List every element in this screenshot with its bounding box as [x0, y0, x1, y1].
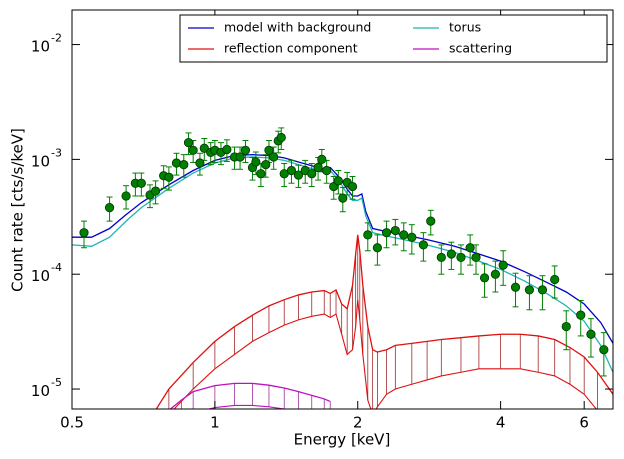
data-point	[256, 169, 266, 179]
series-lower-line	[206, 404, 287, 409]
data-point	[150, 186, 161, 196]
data-point	[164, 172, 174, 182]
legend-box	[179, 14, 608, 63]
data-point	[426, 216, 436, 226]
data-point	[261, 160, 271, 170]
x-tick-label: 1	[210, 414, 220, 432]
x-tick-label: 0.5	[60, 414, 84, 432]
y-tick-exponent: -3	[51, 146, 62, 159]
data-point	[195, 158, 205, 168]
y-tick-label: 10	[31, 37, 50, 55]
x-tick-label: 4	[496, 414, 506, 432]
data-point	[313, 162, 323, 173]
data-point	[104, 203, 115, 213]
data-point	[471, 252, 481, 263]
data-point	[599, 345, 609, 355]
data-point	[183, 138, 194, 148]
x-tick-label: 2	[353, 414, 363, 432]
data-point	[317, 154, 327, 164]
data-point	[333, 176, 343, 186]
data-point	[550, 274, 560, 285]
data-point	[235, 152, 245, 162]
data-point	[418, 240, 428, 250]
series-line	[72, 156, 613, 373]
data-point	[121, 191, 131, 201]
series-line	[169, 382, 331, 409]
x-axis-label: Energy [keV]	[294, 431, 391, 449]
data-point	[381, 228, 392, 238]
data-point	[456, 252, 466, 263]
data-point	[372, 243, 382, 253]
y-tick-label: 10	[31, 382, 50, 400]
data-point	[576, 310, 586, 320]
y-tick-exponent: -2	[51, 32, 62, 45]
data-point	[322, 165, 332, 176]
legend-label: torus	[449, 20, 481, 35]
legend-label: model with background	[224, 20, 371, 35]
data-point	[338, 193, 348, 203]
data-point	[136, 178, 146, 188]
x-tick-label: 6	[579, 414, 589, 432]
data-point	[436, 252, 446, 263]
y-tick-label: 10	[31, 267, 50, 285]
legend-label: reflection component	[224, 41, 358, 56]
data-point	[199, 143, 209, 153]
data-point	[276, 132, 286, 143]
data-point	[446, 249, 456, 259]
data-point	[347, 181, 358, 192]
y-tick-base: 10	[31, 152, 50, 170]
frame	[71, 9, 614, 410]
y-axis-label: Count rate [cts/s/keV]	[9, 128, 27, 292]
data-point	[498, 260, 508, 270]
data-point	[79, 228, 89, 238]
data-point	[465, 243, 475, 253]
legend: model with background torus reflection com…	[179, 14, 608, 63]
y-tick-exponent: -4	[51, 261, 62, 274]
data-point	[490, 269, 500, 279]
data-point	[251, 157, 261, 167]
data-point	[510, 282, 521, 292]
data-point	[586, 329, 596, 339]
data-point	[479, 273, 490, 283]
y-tick-base: 10	[31, 382, 50, 400]
y-tick-label: 10	[31, 152, 50, 170]
data-point	[537, 285, 548, 295]
data-point	[293, 170, 304, 180]
data-point	[399, 230, 409, 240]
series-line	[155, 234, 613, 409]
y-tick-base: 10	[31, 267, 50, 285]
data-point	[264, 145, 274, 155]
data-point	[188, 145, 198, 155]
data-point	[179, 160, 189, 170]
data-point	[363, 230, 373, 240]
data-point	[240, 145, 251, 155]
data-point	[269, 152, 279, 162]
plot-area	[72, 127, 613, 409]
data-point	[561, 321, 571, 332]
data-point	[286, 165, 297, 176]
data-point	[524, 285, 535, 295]
y-tick-exponent: -5	[51, 376, 62, 389]
data-point	[307, 169, 317, 179]
data-point	[407, 232, 417, 242]
legend-label: scattering	[449, 41, 512, 56]
y-tick-base: 10	[31, 37, 50, 55]
data-point	[390, 225, 400, 236]
series-lower-line	[173, 299, 597, 409]
data-point	[222, 144, 232, 155]
